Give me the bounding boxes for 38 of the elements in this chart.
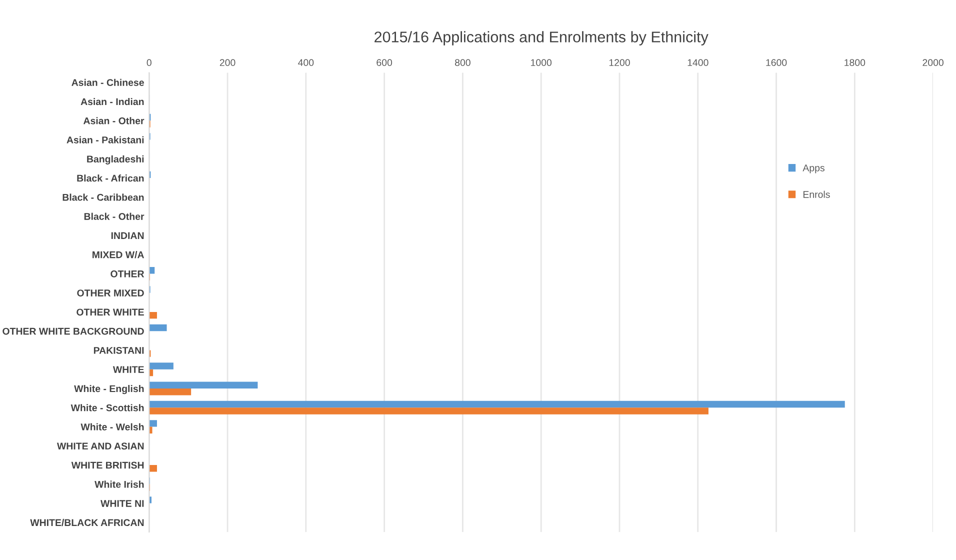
y-tick-label: OTHER	[110, 270, 144, 278]
x-tick-label: 1200	[609, 59, 630, 66]
x-tick-label: 600	[376, 59, 392, 66]
chart-title: 2015/16 Applications and Enrolments by Ethnicity	[374, 31, 708, 46]
y-tick-label: White - Welsh	[80, 423, 144, 430]
x-tick-label: 2000	[922, 59, 944, 66]
x-tick-label: 400	[298, 59, 314, 66]
y-tick-label: MIXED W/A	[92, 251, 144, 258]
y-tick-label: Bangladeshi	[87, 155, 144, 164]
y-tick-label: Asian - Chinese	[72, 78, 144, 86]
y-tick-label: Asian - Other	[83, 117, 144, 124]
y-tick-label: Asian - Indian	[80, 98, 144, 106]
y-tick-label: OTHER WHITE	[76, 308, 144, 316]
x-tick-label: 1600	[766, 59, 787, 66]
y-tick-label: WHITE BRITISH	[71, 462, 144, 469]
y-tick-label: White Irish	[94, 480, 144, 488]
legend-label: Apps	[802, 164, 824, 174]
y-tick-label: WHITE AND ASIAN	[56, 442, 144, 450]
legend-label: Enrols	[803, 190, 830, 198]
y-tick-label: WHITE/BLACK AFRICAN	[30, 518, 144, 526]
x-tick-label: 200	[220, 59, 236, 66]
y-tick-label: OTHER MIXED	[77, 290, 144, 296]
x-tick-label: 800	[455, 59, 470, 66]
x-tick-label: 1000	[531, 59, 552, 66]
y-tick-label: WHITE NI	[100, 500, 144, 507]
y-tick-label: WHITE	[112, 366, 144, 373]
y-tick-label: Black - Caribbean	[62, 194, 144, 201]
y-tick-label: INDIAN	[111, 232, 144, 239]
x-tick-label: 1400	[688, 59, 708, 66]
y-tick-label: White - English	[74, 384, 144, 394]
x-tick-label: 1800	[844, 59, 866, 66]
x-tick-label: 0	[146, 59, 152, 66]
y-tick-label: Black - African	[77, 174, 144, 182]
y-tick-label: OTHER WHITE BACKGROUND	[2, 328, 144, 335]
y-tick-label: White - Scottish	[70, 404, 144, 412]
y-tick-label: PAKISTANI	[94, 346, 144, 354]
y-tick-label: Asian - Pakistani	[66, 136, 144, 144]
y-tick-label: Black - Other	[84, 212, 144, 220]
